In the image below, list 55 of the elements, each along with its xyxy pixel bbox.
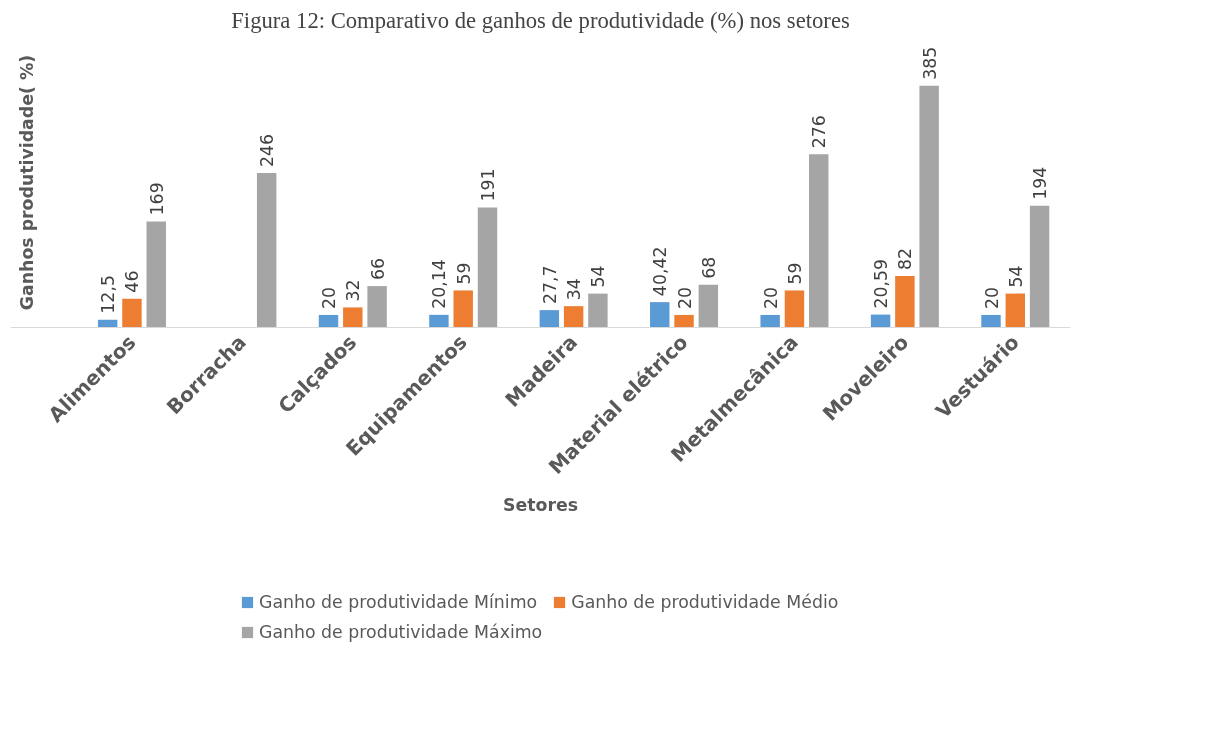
bar <box>146 221 166 328</box>
data-label: 68 <box>698 256 719 279</box>
legend-label: Ganho de produtividade Médio <box>571 592 839 612</box>
data-label: 40,42 <box>650 246 671 297</box>
bar <box>256 173 277 328</box>
bar <box>674 314 694 328</box>
chart-title: Figura 12: Comparativo de ganhos de produtividade (%) nos setores <box>231 7 850 33</box>
data-label: 66 <box>367 258 388 281</box>
bar <box>563 306 584 328</box>
data-label: 27,7 <box>539 265 560 305</box>
data-label: 191 <box>478 168 498 202</box>
data-label: 54 <box>1005 265 1026 288</box>
bar <box>870 314 891 328</box>
bar <box>784 290 805 328</box>
x-axis-title: Setores <box>502 495 579 516</box>
bar <box>453 290 473 328</box>
data-label: 20,14 <box>429 259 450 309</box>
data-label: 20 <box>674 286 695 309</box>
data-label: 246 <box>257 134 278 168</box>
data-label: 385 <box>919 46 940 80</box>
bar <box>1029 205 1050 328</box>
bar <box>539 310 560 328</box>
data-label: 20 <box>981 286 1002 309</box>
legend-label: Ganho de produtividade Máximo <box>259 622 543 642</box>
data-label: 169 <box>146 182 167 216</box>
bar <box>760 314 780 328</box>
data-label: 32 <box>343 279 364 302</box>
bar <box>698 284 719 328</box>
data-label: 34 <box>564 278 585 301</box>
data-label: 194 <box>1030 166 1051 200</box>
data-label: 20 <box>319 286 339 309</box>
legend-label: Ganho de produtividade Mínimo <box>259 592 538 612</box>
data-label: 276 <box>809 115 830 149</box>
bar <box>981 314 1001 328</box>
data-label: 46 <box>122 270 143 293</box>
data-label: 82 <box>895 247 916 271</box>
bar <box>650 302 670 328</box>
bar <box>367 286 387 328</box>
bar <box>429 314 449 328</box>
bar <box>343 307 363 328</box>
bar <box>1005 293 1026 328</box>
bar <box>588 293 608 328</box>
y-axis-title: Ganhos produtividade( %) <box>17 54 38 311</box>
bar <box>919 85 939 328</box>
data-label: 54 <box>588 265 609 288</box>
data-label: 59 <box>453 262 474 285</box>
data-label: 12,5 <box>98 275 119 314</box>
data-label: 20,59 <box>871 258 892 309</box>
bar <box>809 154 829 328</box>
data-label: 59 <box>784 262 805 285</box>
bar <box>477 207 498 328</box>
bar <box>122 298 142 328</box>
bar <box>895 276 915 328</box>
data-label: 20 <box>760 286 781 309</box>
bar <box>318 314 339 328</box>
